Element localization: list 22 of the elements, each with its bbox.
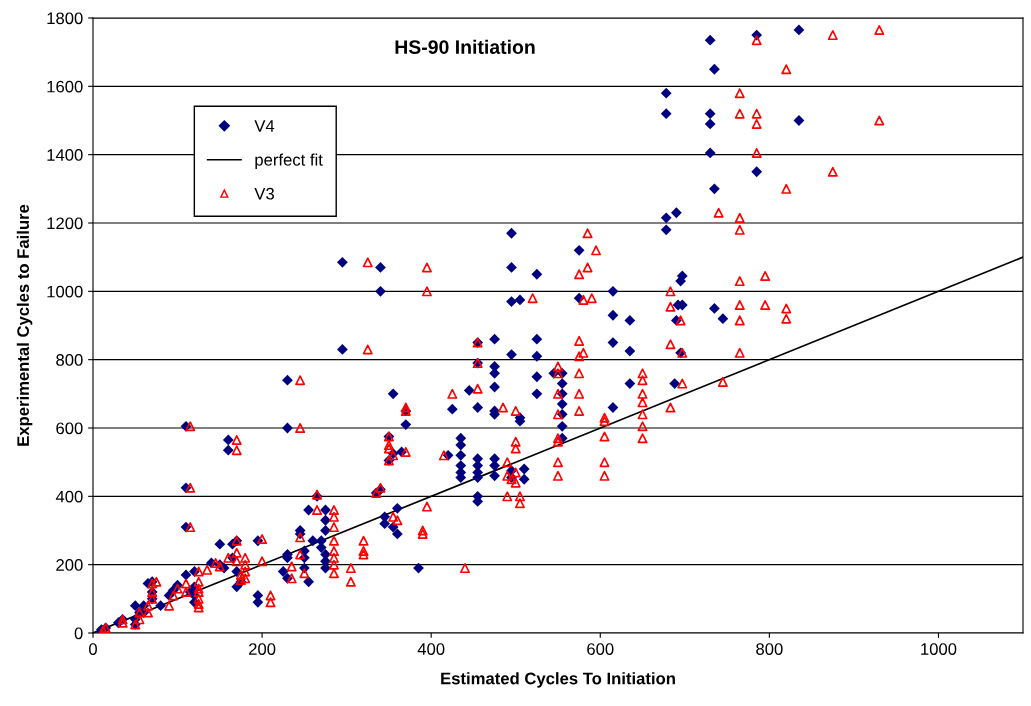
y-tick-label: 0 — [74, 627, 83, 640]
legend-label: V3 — [254, 187, 274, 200]
x-tick-label: 600 — [587, 643, 614, 655]
x-tick-label: 1000 — [921, 643, 957, 655]
y-tick-label: 200 — [56, 559, 83, 571]
text: HS-90 Initiation — [395, 39, 535, 54]
y-tick-label: 1200 — [47, 217, 83, 230]
x-axis-title: Estimated Cycles To Initiation — [441, 672, 675, 688]
x-tick-label: 800 — [756, 643, 783, 655]
x-tick-label: 200 — [249, 643, 276, 655]
legend-label: V4 — [254, 120, 275, 132]
y-tick-label: 1600 — [47, 80, 83, 93]
y-tick-label: 1000 — [47, 285, 83, 298]
x-tick-label: 400 — [417, 643, 445, 655]
y-tick-label: 600 — [56, 422, 83, 435]
y-tick-label: 1800 — [47, 12, 83, 25]
y-tick-label: 400 — [55, 490, 83, 503]
y-axis-title: Experimental Cycles to Failure — [16, 204, 33, 446]
y-tick-label: 1400 — [47, 149, 83, 161]
y-tick-label: 800 — [56, 354, 83, 366]
x-tick-label: 0 — [89, 643, 97, 655]
legend-label: perfect fit — [255, 153, 323, 170]
